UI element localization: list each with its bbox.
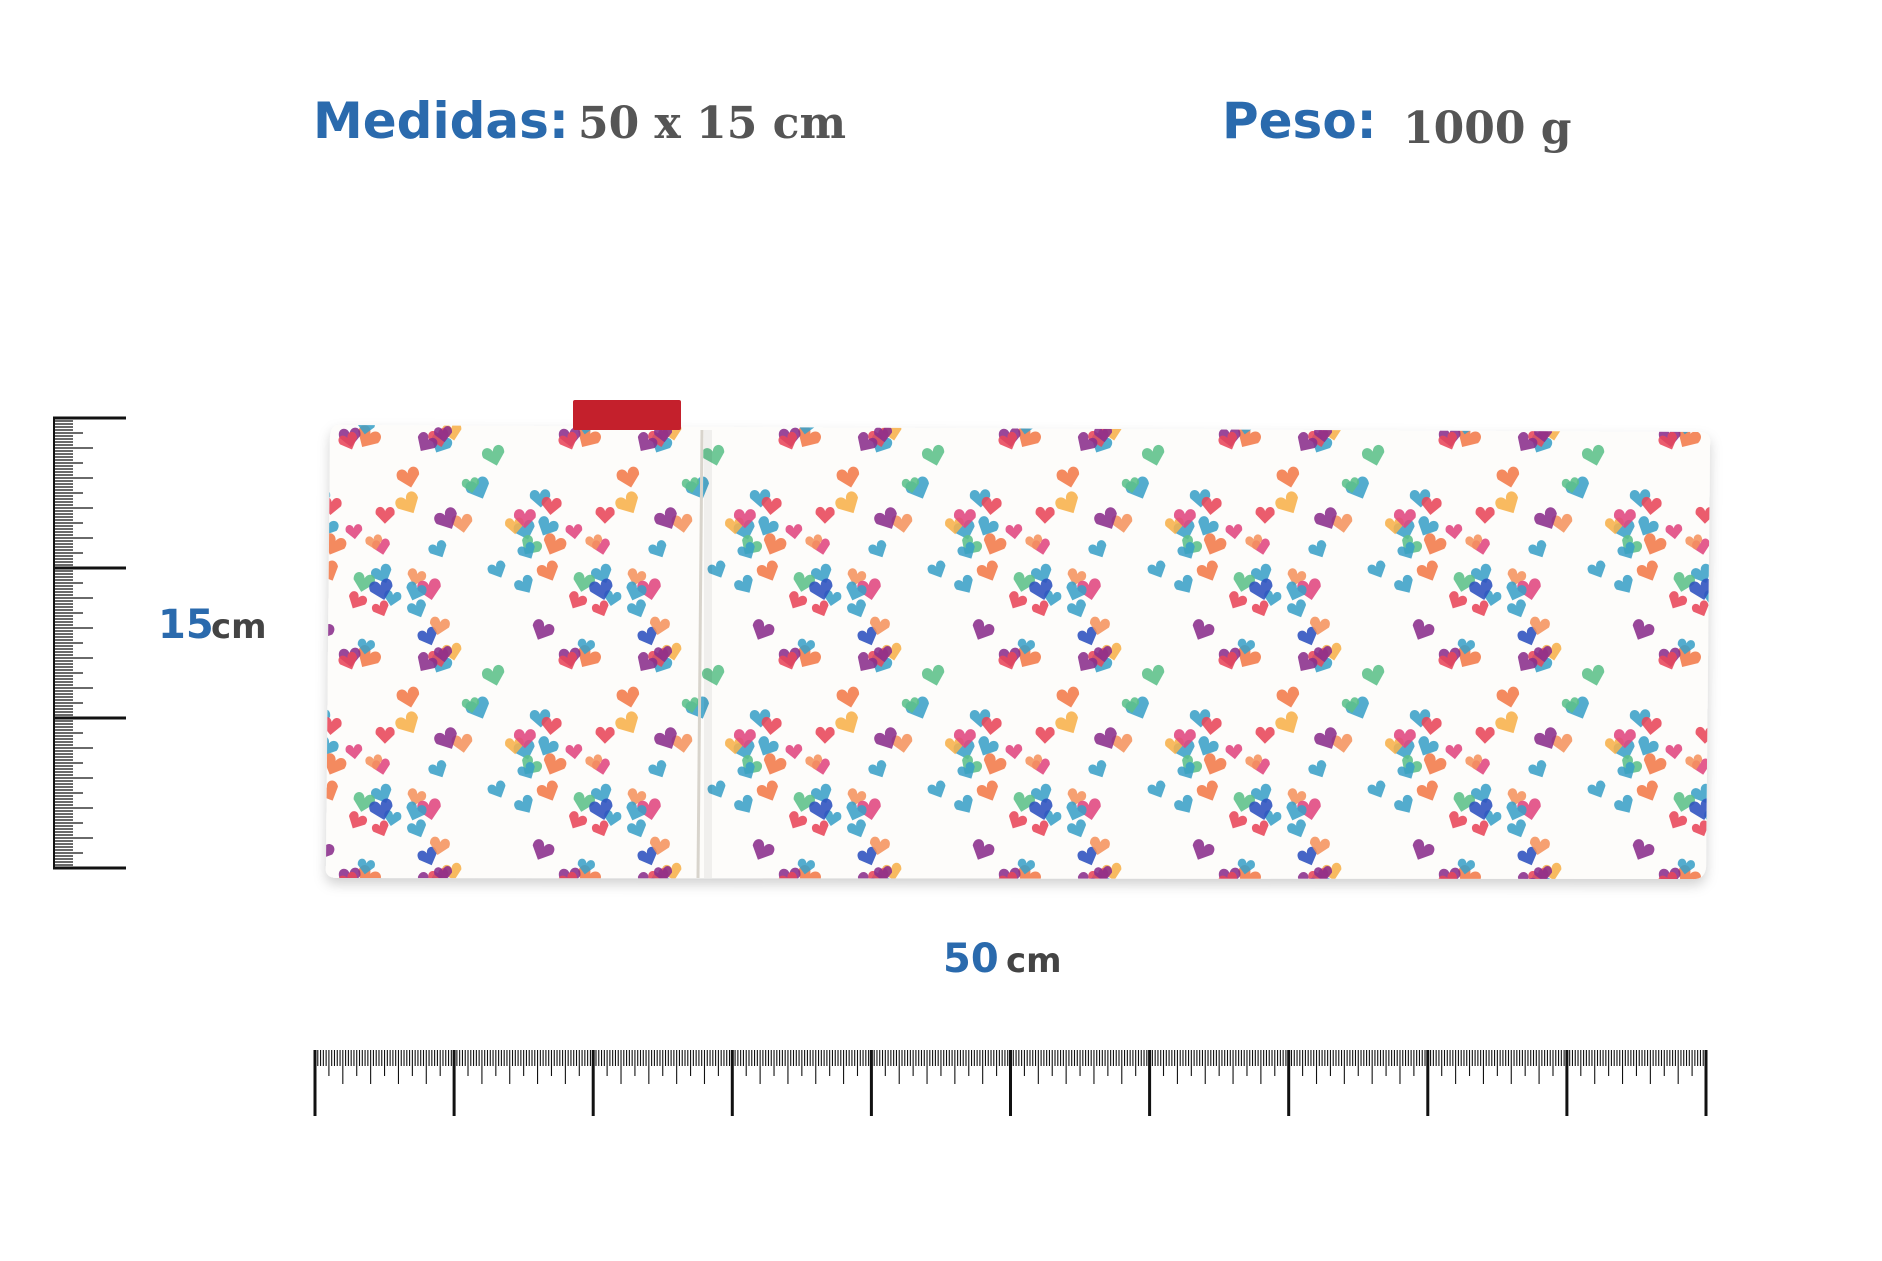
header-label: Medidas: [313, 92, 569, 150]
height-value: 15 [158, 602, 214, 648]
height-unit: cm [211, 607, 267, 647]
header-label: Peso: [1222, 92, 1377, 150]
bottom-ruler [313, 1050, 1708, 1116]
flap-seam [696, 429, 704, 879]
pillow [325, 424, 1711, 880]
left-ruler [53, 416, 126, 870]
pillow-flap [696, 429, 712, 879]
brand-tag [573, 400, 681, 430]
header-value: 1000 g [1403, 103, 1572, 154]
flap-shadow [704, 430, 712, 878]
header-value: 50 x 15 cm [578, 98, 846, 149]
width-value: 50 [943, 936, 999, 982]
width-unit: cm [1006, 941, 1062, 981]
pillow-body [325, 424, 1711, 880]
